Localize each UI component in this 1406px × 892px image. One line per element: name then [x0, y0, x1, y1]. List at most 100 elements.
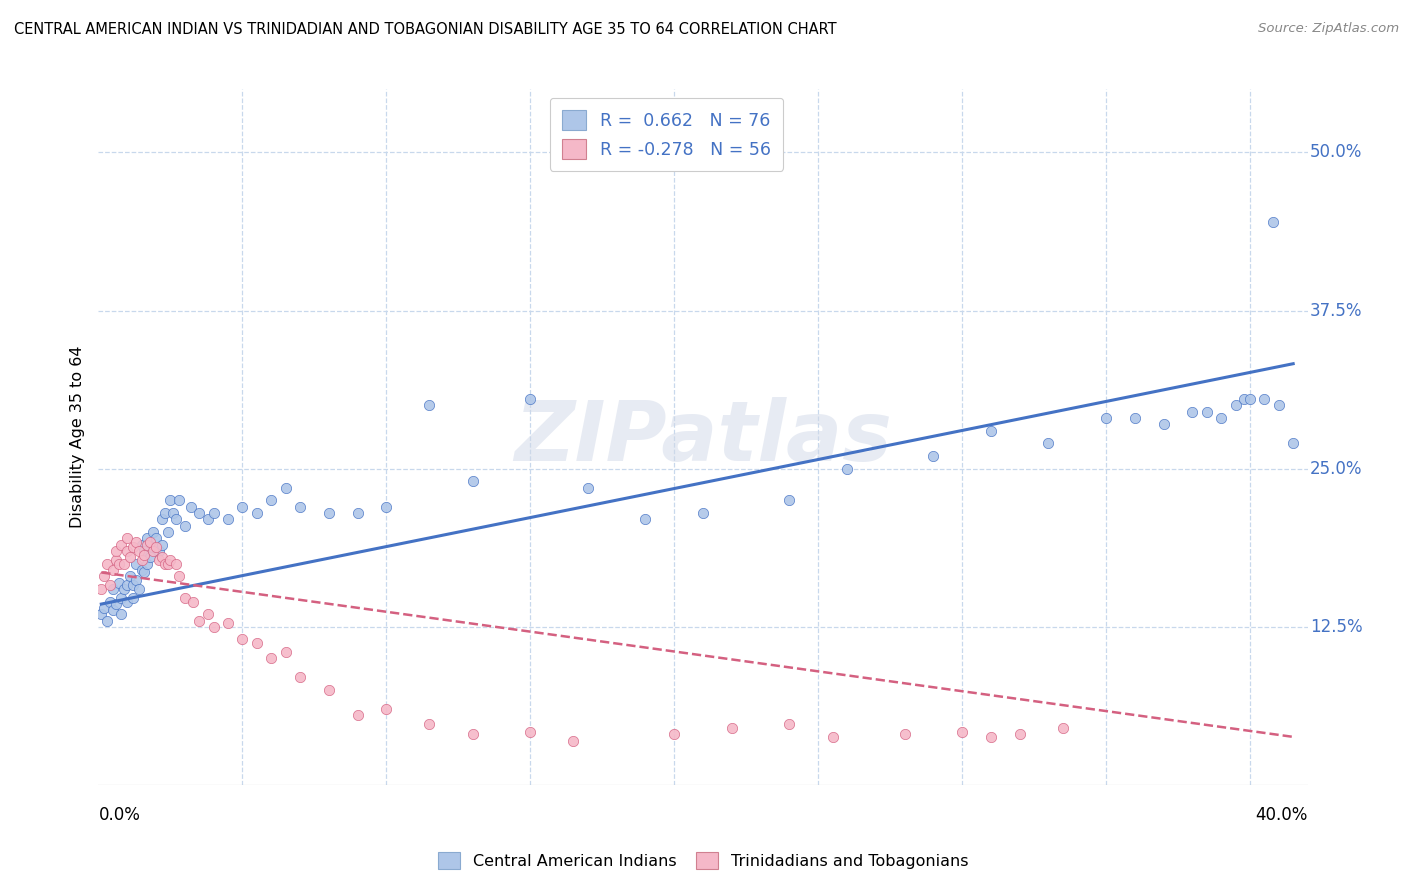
Point — [519, 392, 541, 406]
Point — [104, 597, 127, 611]
Point — [231, 632, 253, 647]
Point — [128, 582, 150, 596]
Point — [150, 512, 173, 526]
Point — [1123, 411, 1146, 425]
Point — [519, 724, 541, 739]
Point — [150, 538, 173, 552]
Point — [142, 524, 165, 539]
Text: 25.0%: 25.0% — [1310, 459, 1362, 478]
Point — [98, 578, 121, 592]
Point — [101, 582, 124, 596]
Point — [134, 566, 156, 580]
Point — [165, 557, 187, 571]
Point — [156, 557, 179, 571]
Point — [183, 594, 205, 608]
Point — [110, 591, 132, 605]
Point — [246, 636, 269, 650]
Point — [1195, 405, 1218, 419]
Point — [125, 535, 148, 549]
Point — [107, 575, 129, 590]
Point — [692, 506, 714, 520]
Point — [93, 600, 115, 615]
Point — [1153, 417, 1175, 432]
Point — [156, 524, 179, 539]
Legend: R =  0.662   N = 76, R = -0.278   N = 56: R = 0.662 N = 76, R = -0.278 N = 56 — [550, 98, 783, 171]
Point — [136, 531, 159, 545]
Point — [274, 645, 297, 659]
Point — [131, 563, 153, 577]
Point — [288, 670, 311, 684]
Point — [1181, 405, 1204, 419]
Point — [1261, 215, 1284, 229]
Point — [142, 544, 165, 558]
Point — [180, 500, 202, 514]
Point — [231, 500, 253, 514]
Point — [375, 702, 398, 716]
Point — [115, 578, 138, 592]
Point — [318, 506, 340, 520]
Point — [246, 506, 269, 520]
Text: ZIPatlas: ZIPatlas — [515, 397, 891, 477]
Point — [288, 500, 311, 514]
Point — [148, 553, 170, 567]
Point — [1211, 411, 1233, 425]
Point — [418, 399, 440, 413]
Point — [125, 573, 148, 587]
Point — [1233, 392, 1256, 406]
Point — [115, 594, 138, 608]
Point — [821, 730, 844, 744]
Point — [188, 506, 211, 520]
Point — [980, 730, 1002, 744]
Point — [96, 557, 118, 571]
Point — [202, 506, 225, 520]
Point — [173, 591, 195, 605]
Point — [260, 493, 283, 508]
Point — [197, 607, 219, 622]
Point — [153, 557, 176, 571]
Point — [167, 493, 190, 508]
Text: 0.0%: 0.0% — [98, 806, 141, 824]
Point — [562, 733, 585, 747]
Point — [1239, 392, 1261, 406]
Point — [145, 540, 167, 554]
Text: 37.5%: 37.5% — [1310, 301, 1362, 319]
Point — [1052, 721, 1074, 735]
Point — [162, 506, 184, 520]
Point — [1282, 436, 1305, 450]
Point — [664, 727, 686, 741]
Point — [120, 569, 142, 583]
Point — [260, 651, 283, 665]
Point — [461, 727, 484, 741]
Point — [922, 449, 945, 463]
Point — [461, 475, 484, 489]
Point — [136, 557, 159, 571]
Point — [835, 461, 858, 475]
Point — [139, 550, 162, 565]
Point — [112, 557, 135, 571]
Point — [107, 557, 129, 571]
Point — [125, 557, 148, 571]
Point — [139, 535, 162, 549]
Point — [197, 512, 219, 526]
Point — [96, 614, 118, 628]
Point — [159, 493, 181, 508]
Point — [110, 538, 132, 552]
Point — [165, 512, 187, 526]
Point — [101, 603, 124, 617]
Point — [980, 424, 1002, 438]
Point — [893, 727, 915, 741]
Point — [346, 506, 368, 520]
Point — [153, 506, 176, 520]
Point — [90, 607, 112, 622]
Point — [150, 550, 173, 565]
Point — [950, 724, 973, 739]
Point — [110, 607, 132, 622]
Text: 40.0%: 40.0% — [1256, 806, 1308, 824]
Point — [188, 614, 211, 628]
Point — [576, 481, 599, 495]
Point — [778, 717, 800, 731]
Point — [318, 683, 340, 698]
Point — [122, 578, 145, 592]
Point — [136, 538, 159, 552]
Point — [93, 569, 115, 583]
